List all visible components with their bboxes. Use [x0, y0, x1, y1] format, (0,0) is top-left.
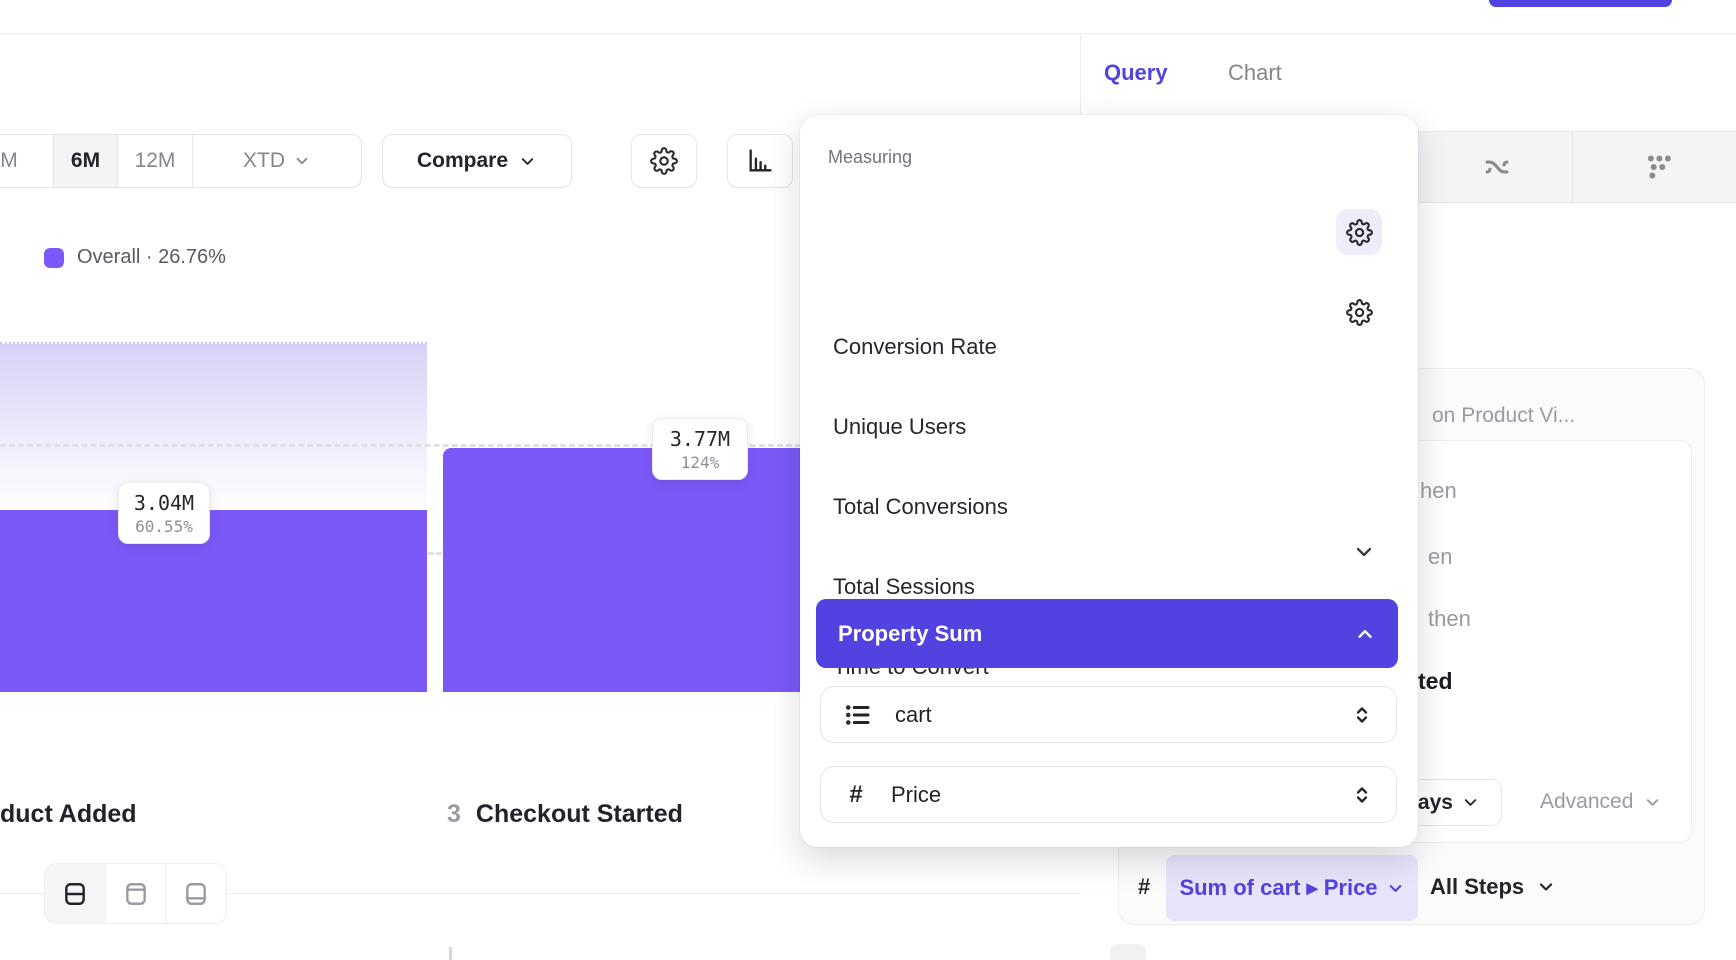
event-selector[interactable]: cart	[820, 686, 1397, 743]
card-header-fragment: on Product Vi...	[1432, 404, 1576, 427]
range-cut-label: M	[0, 149, 18, 172]
step-row-fragment-active: ted	[1418, 668, 1453, 694]
menu-item-total-sessions[interactable]: Total Sessions	[833, 574, 975, 599]
step-row-fragment: en	[1428, 544, 1453, 569]
step-row-fragment: then	[1428, 606, 1471, 631]
list-icon	[843, 700, 873, 730]
layout-toggle-group	[44, 863, 227, 924]
range-button-12m[interactable]: 12M	[117, 135, 192, 187]
metrics-grid-button[interactable]	[1634, 143, 1682, 191]
compare-button[interactable]: Compare	[382, 134, 572, 188]
time-range-control: M 6M 12M XTD	[0, 134, 362, 188]
funnel-bar-2-previous-step-area	[0, 342, 427, 510]
measuring-dropdown-panel: Measuring Conversion Rate Unique Users T…	[800, 115, 1418, 847]
bar-value-label-checkout-started: 3.77M 124%	[652, 418, 748, 480]
bar-value-label-product-added: 3.04M 60.55%	[118, 482, 210, 544]
gear-icon	[1345, 298, 1373, 326]
number-type-icon: #	[1138, 874, 1151, 899]
gear-icon	[650, 147, 678, 175]
chart-type-button[interactable]	[727, 134, 793, 188]
bottom-divider	[0, 893, 1080, 894]
legend-label: Overall · 26.76%	[77, 246, 226, 268]
chevron-down-icon	[1643, 793, 1662, 812]
menu-item-property-sum-selected[interactable]: Property Sum	[816, 599, 1398, 668]
toolbar-divider	[1572, 131, 1573, 203]
select-updown-icon	[1350, 703, 1374, 727]
range-button-xtd[interactable]: XTD	[192, 135, 361, 187]
layout-bottom-panel-button[interactable]	[165, 864, 226, 923]
step-label-checkout-started: 3 Checkout Started	[447, 800, 683, 829]
advanced-button[interactable]: Advanced	[1540, 790, 1662, 814]
chevron-up-icon	[1354, 623, 1376, 645]
layout-top-panel-button[interactable]	[104, 864, 166, 923]
sum-pill-label: Sum of cart ▸ Price	[1179, 875, 1378, 900]
chevron-down-icon	[1386, 879, 1405, 898]
primary-action-button-fragment[interactable]	[1489, 0, 1672, 7]
step-number: 3	[447, 800, 461, 828]
all-steps-dropdown[interactable]: All Steps	[1430, 874, 1556, 900]
property-selector-value: Price	[891, 781, 942, 807]
range-12m-label: 12M	[134, 149, 176, 172]
bar-chart-icon	[746, 147, 774, 175]
tab-query[interactable]: Query	[1104, 60, 1168, 85]
funnel-reference-dashed-segment	[420, 552, 450, 555]
chevron-down-icon[interactable]	[1352, 540, 1376, 564]
dots-grid-icon	[1641, 150, 1675, 184]
split-top-icon	[123, 881, 149, 907]
event-selector-value: cart	[895, 701, 932, 727]
chevron-down-icon	[1536, 877, 1556, 897]
tab-chart[interactable]: Chart	[1228, 60, 1282, 85]
menu-item-total-conversions[interactable]: Total Conversions	[833, 494, 1008, 519]
split-middle-icon	[62, 881, 88, 907]
number-property-icon: #	[849, 780, 863, 808]
select-updown-icon	[1350, 783, 1374, 807]
menu-item-unique-users[interactable]: Unique Users	[833, 414, 967, 439]
property-sum-label: Property Sum	[838, 620, 983, 646]
sum-of-cart-price-pill[interactable]: Sum of cart ▸ Price	[1166, 855, 1418, 921]
pane-divider	[1080, 33, 1081, 131]
chevron-down-icon	[1461, 793, 1480, 812]
top-divider	[0, 33, 1736, 34]
range-6m-label: 6M	[70, 149, 101, 172]
step-name: Checkout Started	[475, 800, 683, 828]
legend-swatch	[44, 247, 64, 268]
layout-split-horizontal-button[interactable]	[45, 864, 105, 923]
gear-icon	[1345, 218, 1373, 246]
chart-legend: Overall · 26.76%	[44, 246, 226, 269]
chevron-down-icon	[293, 152, 311, 170]
range-xtd-label: XTD	[243, 149, 285, 172]
chart-settings-button[interactable]	[631, 134, 697, 188]
unique-users-settings-button[interactable]	[1336, 289, 1382, 335]
funnel-reference-dashed-line	[0, 444, 810, 447]
flows-squiggle-icon	[1480, 150, 1514, 184]
days-label-fragment: lays	[1412, 790, 1453, 814]
funnel-bar-checkout-started[interactable]	[443, 448, 810, 692]
bar-percent: 60.55%	[135, 516, 193, 536]
range-button-6m[interactable]: 6M	[53, 135, 117, 187]
bar-percent: 124%	[680, 452, 720, 472]
advanced-label: Advanced	[1540, 790, 1634, 813]
property-selector[interactable]: # Price	[820, 766, 1397, 823]
step-label-product-added: duct Added	[0, 800, 137, 828]
bar-value: 3.04M	[133, 490, 195, 515]
bottom-card-fragment	[1110, 944, 1146, 960]
all-steps-label: All Steps	[1430, 874, 1525, 899]
range-button-cut[interactable]: M	[0, 135, 53, 187]
compare-label: Compare	[416, 149, 509, 172]
step-row-fragment: hen	[1420, 478, 1457, 503]
split-bottom-icon	[183, 881, 209, 907]
scroll-tick	[449, 947, 452, 960]
funnel-bar-product-added[interactable]	[0, 510, 427, 692]
conversion-rate-settings-button[interactable]	[1336, 209, 1382, 255]
measuring-header: Measuring	[828, 147, 913, 167]
bar-value: 3.77M	[669, 426, 731, 451]
menu-item-conversion-rate[interactable]: Conversion Rate	[833, 334, 997, 359]
flows-button[interactable]	[1473, 143, 1521, 191]
chevron-down-icon	[518, 152, 537, 171]
